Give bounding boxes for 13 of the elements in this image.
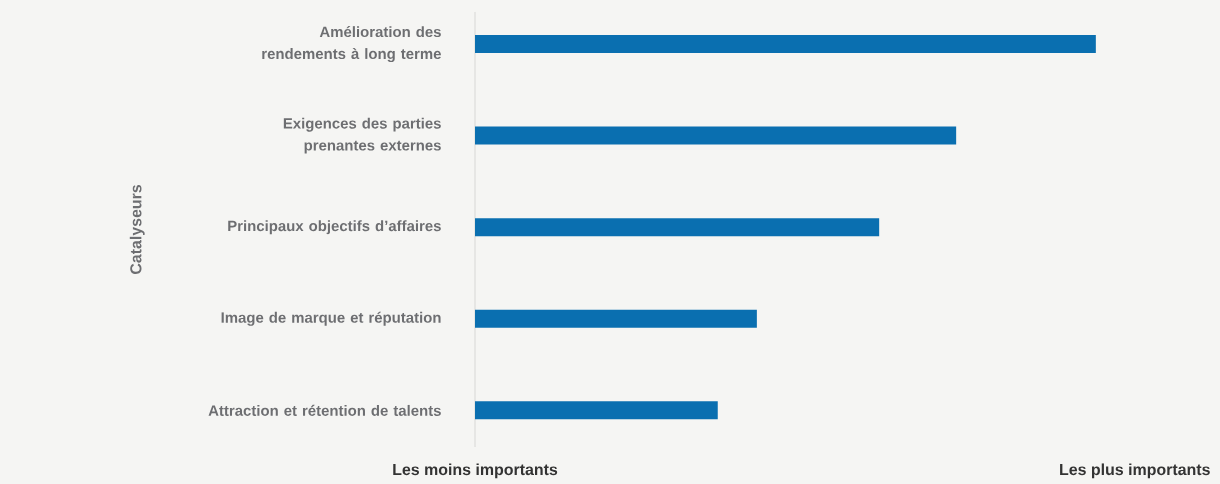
bar — [475, 126, 957, 145]
bar — [475, 401, 718, 420]
y-tick-label: Exigences des parties prenantes externes — [283, 117, 441, 154]
text: Les plus importants — [1060, 463, 1210, 479]
y-tick-label: Amélioration des rendements à long terme — [262, 26, 441, 63]
text: Les moins importants — [393, 463, 558, 479]
bar — [475, 35, 1096, 54]
y-axis-title: Catalyseurs — [129, 184, 145, 275]
y-tick-label: Image de marque et réputation — [221, 311, 441, 326]
bar — [475, 218, 880, 237]
y-tick-label: Attraction et rétention de talents — [208, 404, 441, 416]
bar — [475, 309, 757, 328]
y-tick-label: Principaux objectifs d’affaires — [228, 220, 441, 235]
